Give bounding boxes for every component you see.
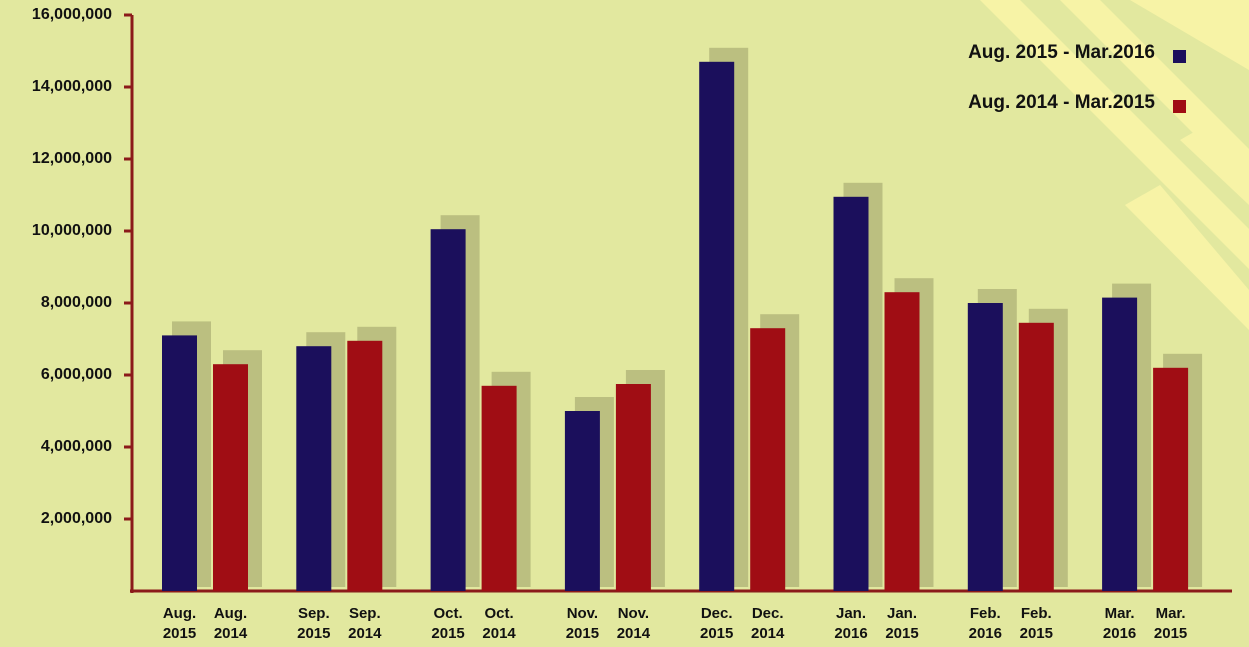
y-tick-label: 12,000,000 <box>32 150 112 167</box>
x-tick-label: 2016 <box>1103 625 1136 642</box>
x-tick-label: Mar. <box>1156 605 1186 622</box>
x-tick-label: 2014 <box>617 625 651 642</box>
x-tick-label: Dec. <box>752 605 784 622</box>
x-tick-label: 2015 <box>885 625 918 642</box>
x-tick-label: 2014 <box>751 625 785 642</box>
bar <box>885 292 920 591</box>
y-tick-label: 4,000,000 <box>41 438 112 455</box>
x-tick-label: Nov. <box>618 605 649 622</box>
y-tick-label: 16,000,000 <box>32 6 112 23</box>
bar <box>750 328 785 591</box>
x-tick-label: Aug. <box>214 605 247 622</box>
y-tick-label: 10,000,000 <box>32 222 112 239</box>
x-tick-label: Feb. <box>970 605 1001 622</box>
x-tick-label: Oct. <box>485 605 514 622</box>
bar <box>1019 323 1054 591</box>
x-tick-label: 2015 <box>163 625 196 642</box>
x-tick-label: 2014 <box>348 625 382 642</box>
x-tick-label: 2015 <box>297 625 330 642</box>
bar <box>968 303 1003 591</box>
y-tick-label: 2,000,000 <box>41 510 112 527</box>
legend-label: Aug. 2015 - Mar.2016 <box>968 42 1155 63</box>
x-tick-label: Feb. <box>1021 605 1052 622</box>
chart: 2,000,000 4,000,000 6,000,000 8,000,000 10,0… <box>0 0 1249 647</box>
bar <box>699 62 734 591</box>
bar <box>296 346 331 591</box>
bar <box>482 386 517 591</box>
bar <box>162 335 197 591</box>
x-tick-label: Mar. <box>1105 605 1135 622</box>
legend-swatch <box>1173 50 1186 63</box>
bar <box>1102 298 1137 591</box>
legend-swatch <box>1173 100 1186 113</box>
bar <box>347 341 382 591</box>
y-tick-label: 6,000,000 <box>41 366 112 383</box>
x-tick-label: Sep. <box>298 605 330 622</box>
x-tick-label: Oct. <box>434 605 463 622</box>
x-tick-label: 2016 <box>834 625 867 642</box>
x-tick-label: Jan. <box>887 605 917 622</box>
bar <box>834 197 869 591</box>
x-tick-label: 2015 <box>1020 625 1053 642</box>
x-tick-label: 2015 <box>1154 625 1187 642</box>
bar <box>431 229 466 591</box>
x-tick-label: 2014 <box>482 625 516 642</box>
y-tick-label: 8,000,000 <box>41 294 112 311</box>
legend-label: Aug. 2014 - Mar.2015 <box>968 92 1155 113</box>
x-tick-label: 2015 <box>431 625 464 642</box>
x-tick-label: Aug. <box>163 605 196 622</box>
x-tick-label: Dec. <box>701 605 733 622</box>
bar <box>616 384 651 591</box>
bar <box>1153 368 1188 591</box>
x-tick-label: 2015 <box>700 625 733 642</box>
x-tick-label: Nov. <box>567 605 598 622</box>
x-tick-label: 2016 <box>969 625 1002 642</box>
x-tick-label: 2015 <box>566 625 599 642</box>
x-tick-label: 2014 <box>214 625 248 642</box>
bar <box>213 364 248 591</box>
y-tick-label: 14,000,000 <box>32 78 112 95</box>
x-tick-label: Jan. <box>836 605 866 622</box>
bar <box>565 411 600 591</box>
x-tick-label: Sep. <box>349 605 381 622</box>
